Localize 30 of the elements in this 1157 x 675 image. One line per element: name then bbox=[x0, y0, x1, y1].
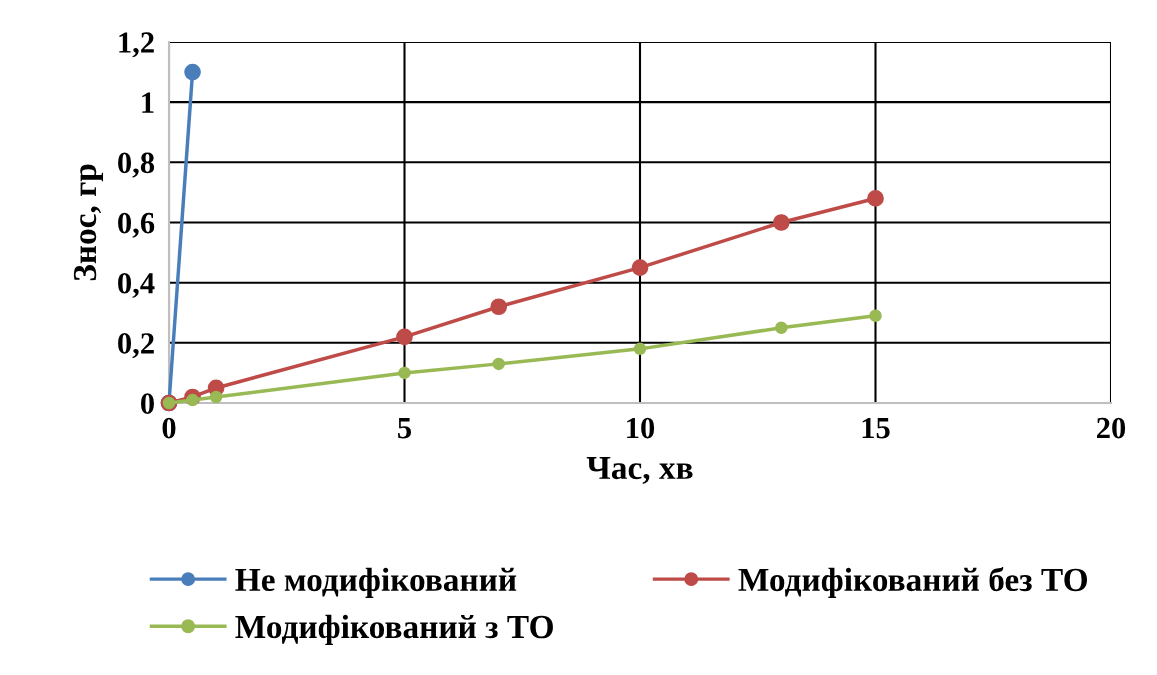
y-axis-title: Знос, гр bbox=[73, 164, 104, 281]
y-tick-label: 0 bbox=[141, 393, 154, 414]
point bbox=[869, 309, 882, 323]
point bbox=[490, 298, 508, 316]
y-tick-label: 0,4 bbox=[118, 272, 155, 298]
point bbox=[186, 393, 199, 407]
point bbox=[184, 63, 201, 81]
y-tick-label: 0,8 bbox=[118, 152, 155, 178]
point bbox=[398, 366, 411, 380]
point bbox=[492, 357, 505, 371]
point bbox=[867, 190, 884, 207]
y-tick-label: 1 bbox=[142, 92, 154, 113]
x-tick-label: 5 bbox=[398, 418, 412, 439]
x-axis-title: Час, хв bbox=[586, 457, 693, 484]
x-tick-label: 20 bbox=[1097, 417, 1126, 439]
point bbox=[775, 321, 788, 335]
point bbox=[633, 342, 647, 356]
legend-label: Модифікований з ТО bbox=[235, 614, 553, 645]
point bbox=[209, 390, 223, 404]
point bbox=[631, 259, 649, 276]
point bbox=[772, 214, 790, 231]
x-tick-label: 0 bbox=[162, 417, 176, 439]
point bbox=[396, 328, 413, 346]
legend-label: Модифікований без ТО bbox=[738, 566, 1088, 598]
y-tick-label: 0,2 bbox=[118, 333, 154, 359]
y-tick-label: 1,2 bbox=[119, 32, 154, 58]
y-tick-label: 0,6 bbox=[118, 212, 155, 238]
x-tick-label: 15 bbox=[862, 417, 890, 439]
legend-label: Не модифікований bbox=[235, 567, 517, 598]
x-tick-label: 10 bbox=[627, 417, 655, 439]
